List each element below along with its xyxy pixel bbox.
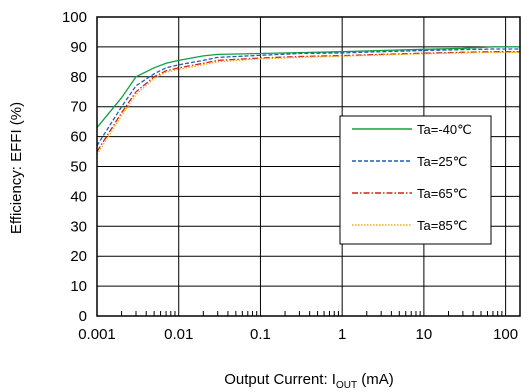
- series-line-2: [96, 48, 520, 146]
- y-tick-label: 30: [70, 218, 87, 235]
- legend-label-3: Ta=65℃: [417, 186, 467, 201]
- minor-ticks: [121, 311, 503, 316]
- legend-label-4: Ta=85℃: [417, 218, 467, 233]
- y-tick-label: 10: [70, 278, 87, 295]
- legend-box: [339, 115, 492, 245]
- x-tick-label: 0.01: [164, 326, 193, 343]
- legend: Ta=-40℃ Ta=25℃ Ta=65℃ Ta=85℃: [339, 115, 492, 245]
- x-axis-label: Output Current: IOUT (mA): [224, 371, 394, 391]
- y-tick-label: 0: [79, 308, 87, 325]
- x-tick-label: 0.1: [250, 326, 271, 343]
- y-tick-labels: 0 10 20 30 40 50 60 70 80 90 100: [62, 9, 87, 325]
- series-layer: [96, 46, 520, 155]
- x-tick-label: 100: [493, 326, 518, 343]
- y-tick-label: 40: [70, 188, 87, 205]
- y-tick-label: 90: [70, 39, 87, 56]
- legend-label-1: Ta=-40℃: [417, 122, 472, 137]
- legend-label-2: Ta=25℃: [417, 154, 467, 169]
- y-tick-label: 50: [70, 159, 87, 176]
- y-tick-label: 20: [70, 248, 87, 265]
- series-line-3: [96, 51, 520, 152]
- x-tick-label: 1: [338, 326, 346, 343]
- x-tick-labels: 0.001 0.01 0.1 1 10 100: [78, 326, 518, 343]
- y-tick-label: 80: [70, 69, 87, 86]
- series-line-4: [96, 51, 520, 155]
- y-tick-label: 70: [70, 99, 87, 116]
- x-axis-label-unit: (mA): [357, 371, 394, 388]
- x-axis-label-sub: OUT: [336, 380, 357, 391]
- y-tick-label: 60: [70, 129, 87, 146]
- x-tick-label: 0.001: [78, 326, 116, 343]
- series-line-1: [96, 46, 520, 129]
- x-tick-label: 10: [416, 326, 433, 343]
- x-axis-label-main: Output Current: I: [224, 371, 336, 388]
- plot-frame: [96, 16, 521, 317]
- y-tick-label: 100: [62, 9, 87, 26]
- y-axis-label: Efficiency: EFFI (%): [8, 102, 25, 234]
